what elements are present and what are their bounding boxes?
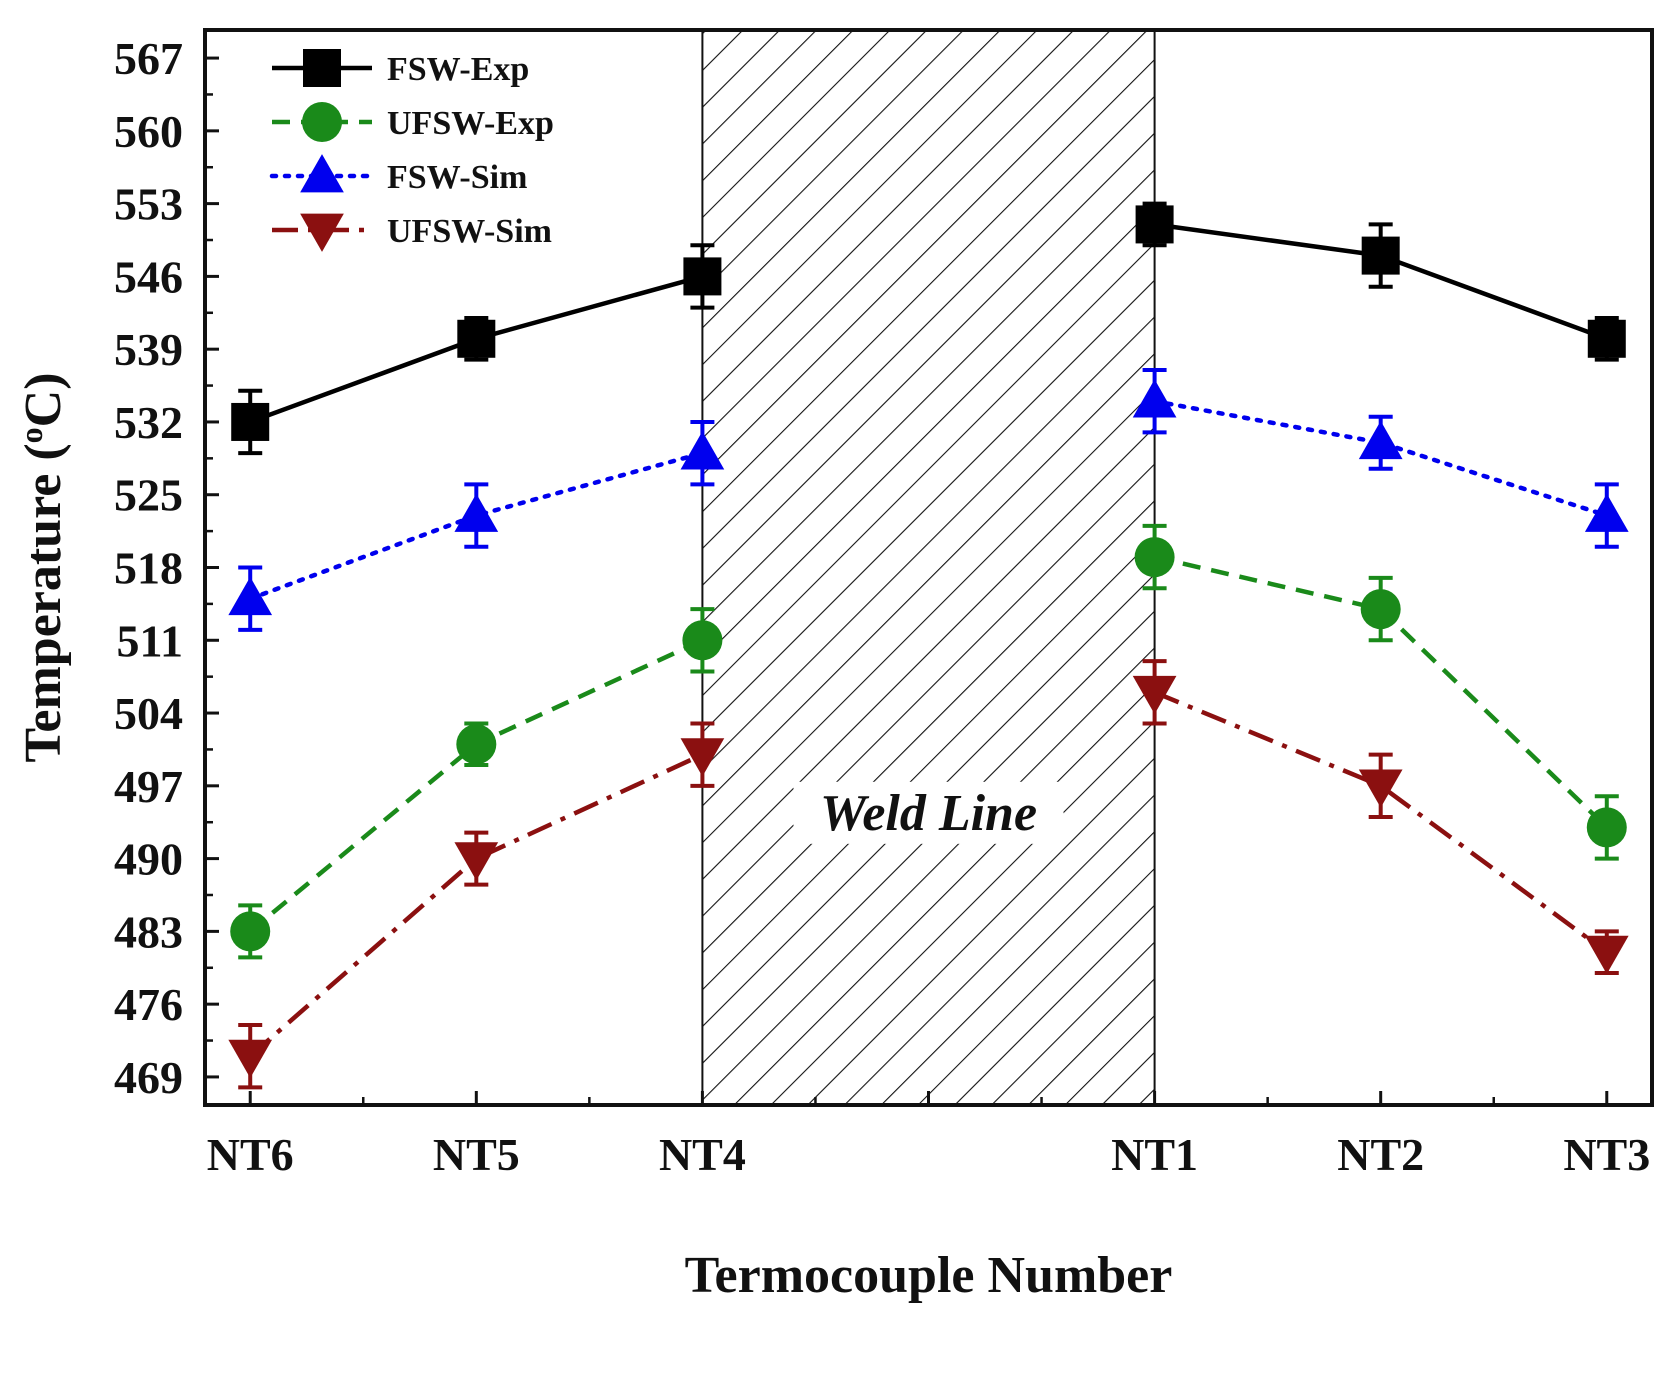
series-ufsw-sim [228, 659, 1629, 1090]
data-point-triangle-up [300, 154, 344, 193]
data-point-triangle-up [1584, 493, 1629, 532]
weld-line-hatch [701, 29, 1156, 1106]
data-point-triangle-up [1132, 379, 1177, 418]
data-point-triangle-down [228, 1039, 273, 1078]
weld-line-region: Weld Line [701, 29, 1156, 1106]
data-point-triangle-up [1358, 420, 1403, 460]
x-tick-label: NT4 [659, 1129, 746, 1180]
legend-item-ufsw-exp: UFSW-Exp [272, 102, 554, 142]
series-line [248, 752, 704, 1058]
data-point-circle [682, 620, 723, 661]
series-fsw-exp [231, 201, 1626, 456]
legend-label: FSW-Exp [387, 51, 529, 88]
y-tick-label: 560 [114, 106, 183, 157]
y-tick-label: 511 [117, 615, 183, 666]
data-point-triangle-down [680, 738, 725, 777]
data-point-square [303, 49, 341, 87]
data-point-circle [302, 102, 342, 142]
y-tick-label: 532 [114, 397, 183, 448]
y-tick-label: 490 [114, 834, 183, 885]
data-point-triangle-down [1358, 769, 1403, 808]
x-tick-label: NT2 [1337, 1129, 1424, 1180]
x-tick-label: NT6 [207, 1129, 294, 1180]
data-point-triangle-up [228, 576, 273, 616]
y-tick-label: 469 [114, 1052, 183, 1103]
y-tick-label: 483 [114, 906, 183, 957]
data-point-square [683, 257, 722, 296]
x-tick-label: NT3 [1563, 1129, 1650, 1180]
data-point-circle [230, 911, 271, 952]
axes-layer: 469 476 483 490 497 504 511 518 525 532 539 546 553 5… [114, 33, 1650, 1180]
series-layer [228, 201, 1629, 1090]
data-point-circle [1586, 807, 1627, 848]
data-point-triangle-up [454, 493, 499, 532]
data-point-square [1361, 236, 1400, 275]
data-point-circle [456, 724, 497, 765]
data-point-triangle-up [680, 431, 725, 470]
legend-label: UFSW-Sim [387, 213, 552, 250]
series-line [247, 450, 705, 601]
data-point-triangle-down [300, 213, 344, 252]
y-tick-label: 553 [114, 179, 183, 230]
data-point-triangle-down [1584, 935, 1629, 975]
data-point-square [1135, 205, 1174, 244]
data-point-triangle-down [1132, 675, 1177, 715]
y-axis-title-sup: o [13, 427, 49, 443]
weld-line-label-bg [793, 781, 1064, 844]
x-tick-label: NT1 [1111, 1129, 1198, 1180]
y-axis-title-main: Temperature ( [15, 443, 72, 762]
data-point-square [231, 402, 270, 441]
legend: FSW-Exp UFSW-Exp FSW-Sim UFSW-Sim [269, 49, 554, 252]
y-tick-label: 567 [114, 33, 183, 84]
y-tick-label: 539 [114, 324, 183, 375]
y-tick-label: 497 [114, 761, 183, 812]
legend-item-ufsw-sim: UFSW-Sim [272, 213, 552, 252]
x-tick-label: NT5 [433, 1129, 520, 1180]
series-line [1153, 690, 1609, 955]
legend-item-fsw-exp: FSW-Exp [272, 49, 529, 88]
data-point-circle [1360, 589, 1401, 630]
y-tick-label: 546 [114, 251, 183, 302]
data-point-square [457, 319, 496, 358]
data-point-square [1587, 319, 1626, 358]
legend-label: FSW-Sim [387, 159, 527, 196]
data-point-triangle-down [454, 842, 499, 881]
weld-line-label: Weld Line [820, 785, 1037, 842]
series-ufsw-exp [230, 523, 1627, 960]
legend-item-fsw-sim: FSW-Sim [269, 154, 527, 196]
y-axis-title-tail: C) [15, 372, 72, 427]
y-tick-label: 476 [114, 979, 183, 1030]
y-axis-title: Temperature (oC) [13, 372, 72, 762]
legend-label: UFSW-Exp [387, 105, 554, 142]
y-tick-label: 518 [114, 543, 183, 594]
y-tick-label: 504 [114, 688, 183, 739]
y-tick-label: 525 [114, 470, 183, 521]
data-point-circle [1134, 537, 1175, 578]
series-fsw-sim [228, 367, 1629, 632]
series-line [1152, 398, 1610, 518]
x-axis-title: Termocouple Number [685, 1247, 1173, 1304]
